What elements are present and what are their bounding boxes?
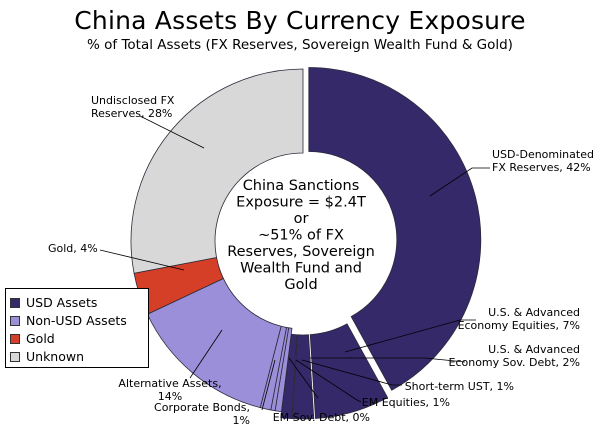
- slice-label: EM Sov. Debt, 0%: [273, 411, 370, 424]
- leader-line: [310, 357, 466, 363]
- leader-line: [288, 357, 319, 399]
- slice-label: Gold, 4%: [48, 242, 98, 255]
- chart-title: China Assets By Currency Exposure: [74, 6, 526, 35]
- leader-line: [139, 115, 205, 149]
- legend-swatch-unknown: [10, 352, 20, 362]
- slice-label: Alternative Assets, 14%: [118, 377, 221, 403]
- slice-undisclosed-fx-reserves-28: [130, 68, 304, 274]
- slice-label: USD-Denominated FX Reserves, 42%: [492, 148, 594, 174]
- legend-label-usd: USD Assets: [26, 295, 98, 310]
- legend-label-gold: Gold: [26, 331, 55, 346]
- legend-label-unknown: Unknown: [26, 349, 85, 364]
- leader-line: [99, 249, 185, 271]
- center-annotation: China Sanctions Exposure = $2.4T or ~51% of…: [227, 178, 375, 293]
- slice-label: Undisclosed FX Reserves, 28%: [91, 94, 175, 120]
- slice-label: U.S. & Advanced Economy Equities, 7%: [458, 306, 580, 332]
- legend-item-gold: Gold: [10, 330, 148, 348]
- leader-line: [429, 167, 490, 197]
- leader-line: [295, 359, 362, 403]
- slice-label: Corporate Bonds, 1%: [154, 401, 250, 427]
- legend-item-unknown: Unknown: [10, 348, 148, 366]
- legend-swatch-gold: [10, 334, 20, 344]
- slice-usd-denominated-fx-reserves-42: [308, 67, 482, 391]
- slice-label: EM Equities, 1%: [362, 396, 450, 409]
- slice-label: Short-term UST, 1%: [405, 380, 514, 393]
- slice-label: U.S. & Advanced Economy Sov. Debt, 2%: [449, 343, 581, 369]
- leader-line: [301, 359, 402, 386]
- legend: USD Assets Non-USD Assets Gold Unknown: [5, 288, 149, 368]
- chart-subtitle: % of Total Assets (FX Reserves, Sovereig…: [87, 37, 513, 53]
- legend-label-non-usd: Non-USD Assets: [26, 313, 127, 328]
- legend-item-non-usd: Non-USD Assets: [10, 312, 148, 330]
- legend-swatch-non-usd: [10, 316, 20, 326]
- leader-line: [344, 319, 476, 353]
- leader-line: [261, 359, 276, 411]
- legend-swatch-usd: [10, 298, 20, 308]
- legend-item-usd: USD Assets: [10, 294, 148, 312]
- leader-line: [189, 329, 223, 379]
- slice-u-s-advanced-economy-equities-7: [309, 323, 389, 419]
